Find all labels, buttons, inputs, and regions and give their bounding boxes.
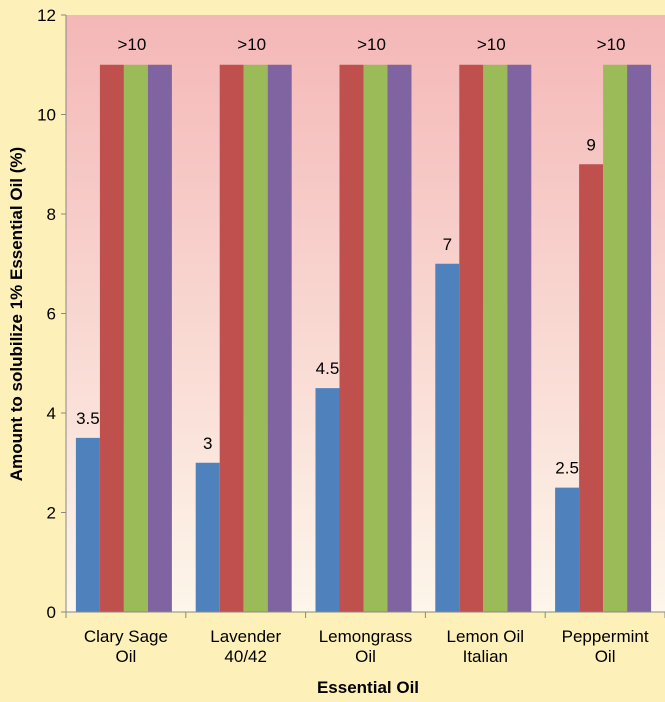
y-tick-label: 4 <box>47 404 56 423</box>
bar-3-3 <box>507 64 532 612</box>
bar-1-0 <box>195 462 220 612</box>
category-label: Lemon Oil <box>447 627 524 646</box>
group-annotation: >10 <box>357 35 386 54</box>
bar-2-2 <box>363 64 388 612</box>
bar-4-3 <box>627 64 652 612</box>
category-label: Oil <box>116 647 137 666</box>
bar-value-label: 3.5 <box>76 409 100 428</box>
bar-4-0 <box>555 487 580 612</box>
category-label: Italian <box>463 647 508 666</box>
y-tick-label: 2 <box>47 504 56 523</box>
category-label: 40/42 <box>224 647 267 666</box>
bar-3-1 <box>459 64 484 612</box>
bar-value-label: 2.5 <box>555 459 579 478</box>
bar-value-label: 9 <box>586 135 595 154</box>
bar-4-2 <box>603 64 628 612</box>
bar-2-3 <box>387 64 412 612</box>
x-axis-title: Essential Oil <box>317 678 419 697</box>
group-annotation: >10 <box>117 35 146 54</box>
bar-1-3 <box>267 64 292 612</box>
bar-3-0 <box>435 263 460 612</box>
bar-value-label: 7 <box>443 235 452 254</box>
category-label: Oil <box>595 647 616 666</box>
category-label: Lavender <box>210 627 281 646</box>
group-annotation: >10 <box>597 35 626 54</box>
y-tick-label: 10 <box>37 106 56 125</box>
bar-0-1 <box>99 64 124 612</box>
category-label: Peppermint <box>562 627 649 646</box>
category-label: Clary Sage <box>84 627 168 646</box>
y-tick-label: 8 <box>47 205 56 224</box>
group-annotation: >10 <box>237 35 266 54</box>
bar-value-label: 4.5 <box>316 359 340 378</box>
y-tick-label: 12 <box>37 6 56 25</box>
bars-layer <box>75 64 652 612</box>
group-annotation: >10 <box>477 35 506 54</box>
bar-2-0 <box>315 388 340 612</box>
y-axis-title: Amount to solubilize 1% Essential Oil (%… <box>7 147 26 481</box>
category-label: Oil <box>355 647 376 666</box>
bar-0-0 <box>75 437 100 612</box>
bar-0-2 <box>123 64 148 612</box>
category-label: Lemongrass <box>319 627 413 646</box>
bar-0-3 <box>147 64 172 612</box>
bar-1-2 <box>243 64 268 612</box>
bar-2-1 <box>339 64 364 612</box>
bar-1-1 <box>219 64 244 612</box>
y-tick-label: 6 <box>47 305 56 324</box>
bar-value-label: 3 <box>203 434 212 453</box>
bar-4-1 <box>579 164 604 612</box>
y-tick-label: 0 <box>47 603 56 622</box>
bar-3-2 <box>483 64 508 612</box>
axes-layer <box>61 14 665 618</box>
